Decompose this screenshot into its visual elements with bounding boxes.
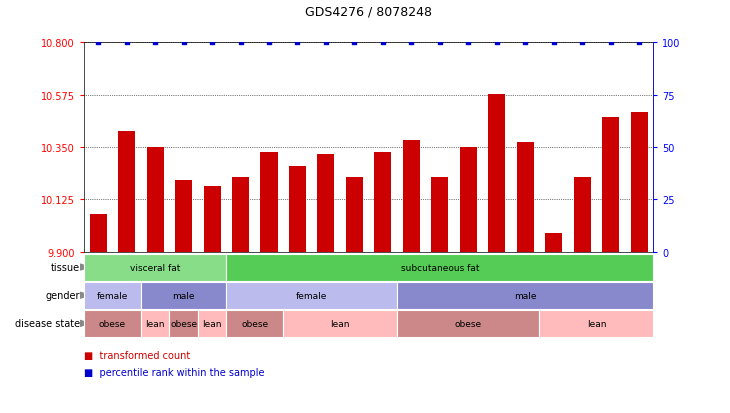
Bar — [147, 148, 164, 252]
Bar — [574, 178, 591, 252]
Text: obese: obese — [455, 319, 482, 328]
Point — [548, 40, 559, 47]
Text: female: female — [97, 291, 128, 300]
Point — [263, 40, 274, 47]
Text: ■  percentile rank within the sample: ■ percentile rank within the sample — [84, 367, 264, 377]
Bar — [431, 178, 448, 252]
Point — [491, 40, 502, 47]
Text: lean: lean — [202, 319, 222, 328]
Point — [377, 40, 388, 47]
Bar — [517, 143, 534, 252]
Bar — [175, 180, 192, 252]
Text: obese: obese — [99, 319, 126, 328]
Text: tissue: tissue — [51, 262, 80, 273]
Text: lean: lean — [331, 319, 350, 328]
Point — [292, 40, 304, 47]
Bar — [631, 113, 648, 252]
Polygon shape — [80, 292, 89, 299]
Point — [92, 40, 104, 47]
Text: female: female — [296, 291, 327, 300]
Text: male: male — [172, 291, 195, 300]
Polygon shape — [80, 264, 89, 271]
Text: lean: lean — [587, 319, 606, 328]
Bar — [204, 187, 220, 252]
Bar — [403, 141, 420, 252]
Point — [634, 40, 645, 47]
Bar — [374, 152, 391, 252]
Text: obese: obese — [241, 319, 269, 328]
Point — [235, 40, 247, 47]
Point — [434, 40, 445, 47]
Point — [406, 40, 418, 47]
Text: male: male — [514, 291, 537, 300]
Bar — [602, 118, 619, 252]
Text: visceral fat: visceral fat — [130, 263, 180, 272]
Text: disease state: disease state — [15, 318, 80, 329]
Text: subcutaneous fat: subcutaneous fat — [401, 263, 479, 272]
Bar — [289, 166, 306, 252]
Point — [121, 40, 133, 47]
Point — [178, 40, 190, 47]
Point — [577, 40, 588, 47]
Bar — [545, 233, 562, 252]
Bar — [261, 152, 277, 252]
Text: GDS4276 / 8078248: GDS4276 / 8078248 — [305, 6, 432, 19]
Bar — [118, 131, 135, 252]
Point — [349, 40, 361, 47]
Text: ■  transformed count: ■ transformed count — [84, 351, 191, 361]
Bar — [460, 148, 477, 252]
Text: obese: obese — [170, 319, 197, 328]
Point — [519, 40, 531, 47]
Bar — [318, 154, 334, 252]
Polygon shape — [80, 320, 89, 327]
Bar — [90, 215, 107, 252]
Point — [604, 40, 616, 47]
Point — [320, 40, 331, 47]
Bar — [232, 178, 249, 252]
Bar — [488, 94, 505, 252]
Point — [463, 40, 474, 47]
Point — [149, 40, 161, 47]
Text: lean: lean — [145, 319, 165, 328]
Bar — [346, 178, 363, 252]
Text: gender: gender — [46, 290, 80, 301]
Point — [206, 40, 218, 47]
